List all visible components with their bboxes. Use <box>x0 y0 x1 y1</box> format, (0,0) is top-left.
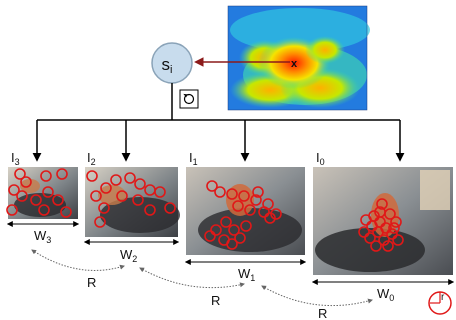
keypoint-circle <box>244 204 256 216</box>
keypoint-circle <box>100 182 112 194</box>
keypoint-circle <box>234 232 246 244</box>
loop-icon <box>179 89 199 109</box>
keypoint-circle <box>390 216 402 228</box>
keypoint-circle <box>240 220 252 232</box>
keypoint-circle <box>42 186 54 198</box>
keypoint-circle <box>90 190 102 202</box>
frame-i3-label: I3 <box>11 150 20 167</box>
keypoint-circle <box>228 224 240 236</box>
relation-arc-w3-w2 <box>31 249 125 271</box>
keypoint-circle <box>388 222 400 234</box>
keypoint-circle <box>238 190 250 202</box>
keypoint-circle <box>364 232 376 244</box>
keypoint-circle <box>20 176 32 188</box>
keypoint-circle <box>60 206 72 218</box>
keypoint-circle <box>382 240 394 252</box>
keypoint-circle <box>374 206 386 218</box>
keypoint-circle <box>164 202 176 214</box>
keypoint-circle <box>220 216 232 228</box>
keypoint-circle <box>204 230 216 242</box>
frame-i0-label: I0 <box>316 150 325 167</box>
keypoint-circle <box>98 202 110 214</box>
relation-label-2: R <box>211 293 220 308</box>
keypoint-circle <box>392 234 404 246</box>
keypoint-circle <box>226 238 238 250</box>
state-node: si <box>151 42 193 84</box>
keypoint-circle <box>94 216 106 228</box>
keypoint-circle <box>386 228 398 240</box>
frame-i3-keypoints <box>6 168 72 218</box>
keypoint-circle <box>270 208 282 220</box>
keypoint-circle <box>366 220 378 232</box>
keypoint-circle <box>206 180 218 192</box>
keypoint-circle <box>56 168 68 180</box>
keypoint-circle <box>144 204 156 216</box>
frame-i2-label: I2 <box>87 150 96 167</box>
heatmap-target-mark: x <box>291 58 298 70</box>
keypoint-circle <box>30 194 42 206</box>
relation-label-3: R <box>318 306 327 320</box>
keypoint-circle <box>110 174 122 186</box>
frame-i1-keypoints <box>204 180 282 250</box>
keypoint-circle <box>226 188 238 200</box>
corner-symbol-label: r <box>441 292 445 303</box>
keypoint-circle <box>264 212 276 224</box>
width-label-w2: W2 <box>120 247 137 264</box>
state-node-label: si <box>162 55 173 76</box>
keypoint-circle <box>124 172 136 184</box>
keypoint-circle <box>154 186 166 198</box>
keypoint-circle <box>360 214 372 226</box>
keypoint-circle <box>8 184 20 196</box>
keypoint-circle <box>214 186 226 198</box>
width-label-w1: W1 <box>238 266 255 283</box>
keypoint-circle <box>372 226 384 238</box>
keypoint-circle <box>16 190 28 202</box>
frame-i2: I2 W2 <box>83 150 180 264</box>
frame-i3: I3 W3 <box>6 150 80 245</box>
relation-label-1: R <box>87 275 96 290</box>
frame-i1: I1 W1 <box>184 150 307 283</box>
keypoint-circle <box>40 170 52 182</box>
keypoint-circle <box>134 178 146 190</box>
keypoint-circle <box>52 194 64 206</box>
keypoint-circle <box>370 240 382 252</box>
frame-i1-label: I1 <box>189 150 198 167</box>
keypoint-circle <box>252 186 264 198</box>
keypoint-circle <box>232 200 244 212</box>
width-label-w0: W0 <box>377 286 394 303</box>
saliency-heatmap: x <box>227 5 370 111</box>
keypoint-circle <box>376 198 388 210</box>
keypoint-circle <box>116 190 128 202</box>
keypoint-circle <box>378 234 390 246</box>
keypoint-circle <box>358 226 370 238</box>
keypoint-circle <box>6 204 18 216</box>
relation-arc-w1-w0 <box>261 285 373 307</box>
keypoint-circle <box>86 170 98 182</box>
keypoint-circle <box>210 224 222 236</box>
width-label-w3: W3 <box>34 228 51 245</box>
relation-arc-w2-w1 <box>139 267 245 289</box>
frame-i2-keypoints <box>86 170 176 228</box>
frame-i0-keypoints <box>358 198 404 252</box>
frame-i0: I0 W0 <box>311 150 455 303</box>
keypoint-circle <box>250 194 262 206</box>
corner-radius-icon: r <box>428 291 452 315</box>
keypoint-circle <box>38 204 50 216</box>
keypoint-circle <box>132 194 144 206</box>
keypoint-circle <box>258 206 270 218</box>
keypoint-circle <box>14 168 26 180</box>
